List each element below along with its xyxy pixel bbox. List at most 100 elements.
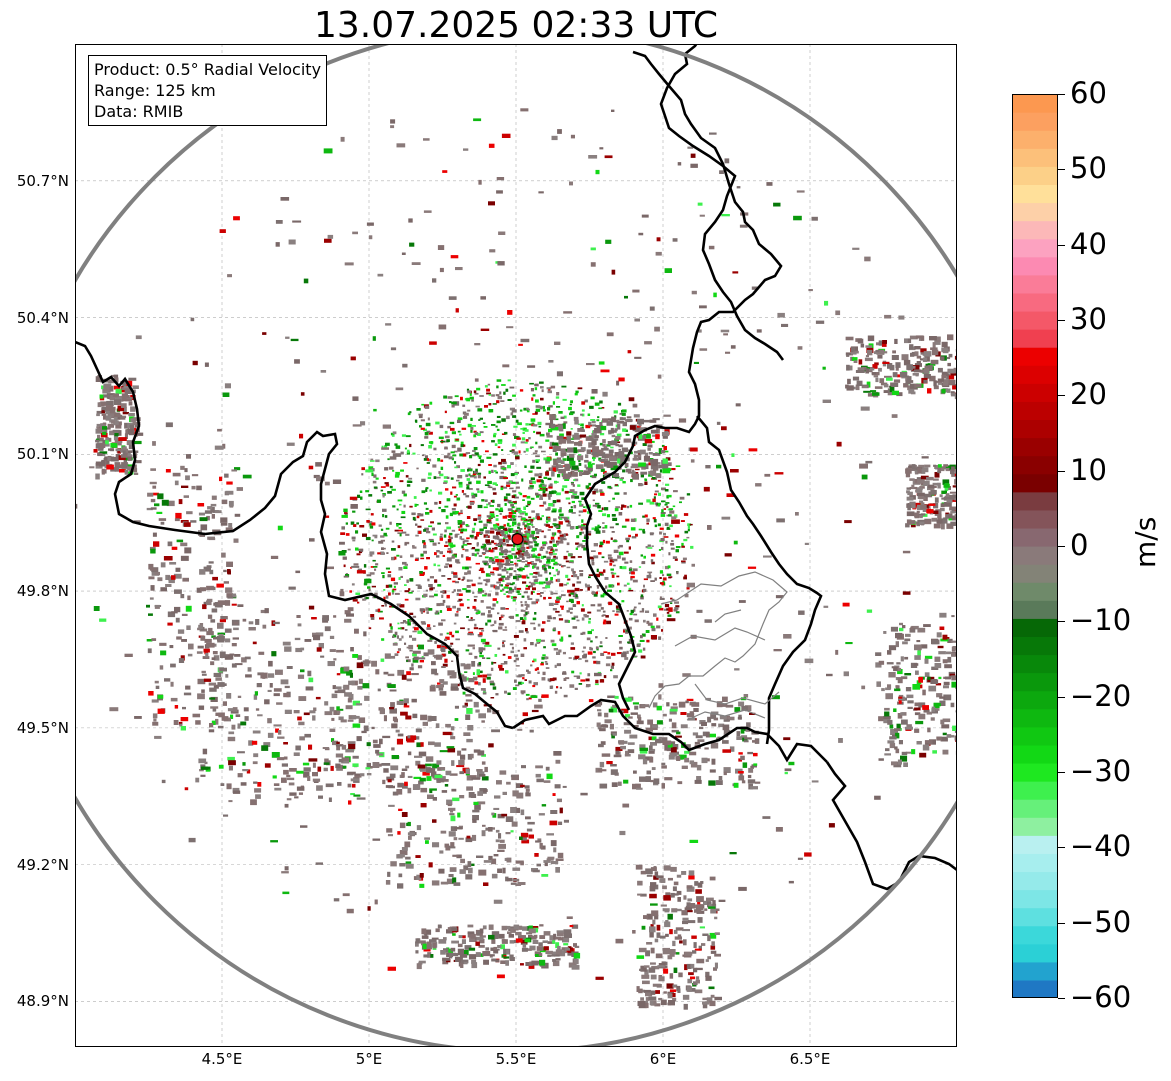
colorbar-swatch: [1012, 871, 1058, 891]
colorbar-swatch: [1012, 292, 1058, 312]
colorbar-swatch: [1012, 202, 1058, 222]
colorbar-swatch: [1012, 853, 1058, 873]
colorbar-tick-label: −60: [1070, 980, 1132, 1014]
colorbar-tick-mark: [1058, 772, 1065, 773]
colorbar-tick-label: −20: [1070, 678, 1132, 713]
colorbar-tick-mark: [1058, 320, 1065, 321]
lat-tick-label: 49.5°N: [16, 718, 69, 737]
lat-tick-label: 48.9°N: [16, 992, 69, 1011]
colorbar-tick-label: −40: [1070, 829, 1132, 864]
colorbar-swatch: [1012, 401, 1058, 421]
colorbar-swatch: [1012, 817, 1058, 836]
colorbar-swatch: [1012, 112, 1058, 131]
border-be-fr: [75, 340, 514, 730]
colorbar-swatch: [1012, 618, 1058, 637]
colorbar-swatch: [1012, 238, 1058, 258]
lat-tick-label: 49.8°N: [16, 582, 69, 601]
colorbar-tick-mark: [1058, 696, 1065, 698]
colorbar-tick-mark: [1058, 922, 1065, 924]
colorbar-swatch: [1012, 256, 1058, 276]
lon-tick-label: 5°E: [355, 1050, 383, 1068]
colorbar-tick-label: 50: [1070, 151, 1107, 186]
colorbar-swatch: [1012, 347, 1058, 366]
colorbar-tick-label: 0: [1070, 528, 1089, 562]
colorbar-tick-mark: [1058, 169, 1065, 171]
colorbar-swatch: [1012, 419, 1058, 439]
colorbar-swatch: [1012, 781, 1058, 800]
colorbar-swatch: [1012, 473, 1058, 493]
colorbar-swatch: [1012, 636, 1058, 656]
colorbar-tick-label: −10: [1070, 603, 1132, 638]
info-range: Range: 125 km: [94, 81, 216, 100]
colorbar-swatch: [1012, 491, 1058, 511]
radar-site-marker[interactable]: [511, 533, 524, 546]
colorbar-tick-mark: [1058, 244, 1065, 246]
colorbar-swatch: [1012, 762, 1058, 782]
colorbar-tick-label: −50: [1070, 904, 1132, 939]
subdivision-lines: [648, 571, 788, 721]
border-lu-de: [696, 415, 823, 745]
colorbar-swatch: [1012, 961, 1058, 981]
colorbar-swatch: [1012, 383, 1058, 402]
colorbar-tick-label: 30: [1070, 302, 1107, 336]
info-box: Product: 0.5° Radial Velocity Range: 125…: [88, 55, 328, 126]
lon-tick-label: 6.5°E: [789, 1050, 831, 1068]
lat-tick-label: 49.2°N: [16, 855, 69, 874]
colorbar-swatch: [1012, 130, 1058, 149]
country-borders: [75, 44, 957, 891]
colorbar-swatch: [1012, 329, 1058, 348]
colorbar-swatch: [1012, 600, 1058, 619]
lat-tick-label: 50.1°N: [16, 445, 69, 464]
colorbar-swatch: [1012, 437, 1058, 457]
colorbar-swatch: [1012, 672, 1058, 692]
colorbar-swatch: [1012, 654, 1058, 674]
colorbar-swatch: [1012, 979, 1058, 998]
colorbar-swatch: [1012, 94, 1058, 113]
colorbar-tick-label: 40: [1070, 226, 1107, 261]
colorbar-tick-mark: [1058, 847, 1065, 849]
radar-map[interactable]: [75, 44, 957, 1047]
lon-tick-label: 5.5°E: [495, 1050, 537, 1068]
colorbar-swatch: [1012, 365, 1058, 384]
border-be-de: [659, 44, 785, 361]
colorbar-swatch: [1012, 546, 1058, 565]
colorbar-swatch: [1012, 835, 1058, 854]
border-lu-be: [583, 50, 783, 711]
info-data-source: Data: RMIB: [94, 102, 184, 121]
colorbar-swatch: [1012, 726, 1058, 746]
colorbar-swatch: [1012, 220, 1058, 240]
map-overlay: [75, 44, 957, 1047]
colorbar-swatch: [1012, 690, 1058, 710]
colorbar-swatch: [1012, 274, 1058, 294]
lon-tick-label: 4.5°E: [201, 1050, 243, 1068]
colorbar-swatch: [1012, 310, 1058, 330]
colorbar-label: m/s: [1129, 516, 1162, 568]
lat-tick-label: 50.7°N: [16, 171, 69, 190]
colorbar-swatch: [1012, 184, 1058, 204]
colorbar-frame: [1012, 94, 1058, 998]
colorbar-tick-mark: [1058, 94, 1065, 95]
colorbar-swatch: [1012, 708, 1058, 728]
colorbar-tick-mark: [1058, 470, 1065, 472]
colorbar-tick-label: 20: [1070, 377, 1107, 412]
lon-tick-label: 6°E: [649, 1050, 677, 1068]
colorbar-swatch: [1012, 509, 1058, 529]
colorbar-swatch: [1012, 148, 1058, 167]
lat-tick-label: 50.4°N: [16, 308, 69, 327]
colorbar-tick-label: −30: [1070, 754, 1132, 788]
colorbar-swatch: [1012, 907, 1058, 927]
colorbar-swatch: [1012, 527, 1058, 547]
colorbar-swatch: [1012, 744, 1058, 764]
colorbar-swatch: [1012, 925, 1058, 945]
info-product: Product: 0.5° Radial Velocity: [94, 60, 322, 79]
map-title: 13.07.2025 02:33 UTC: [313, 5, 719, 46]
border-lu: [512, 698, 828, 763]
colorbar: [1012, 94, 1058, 998]
colorbar-tick-mark: [1058, 395, 1065, 397]
colorbar-swatch: [1012, 799, 1058, 818]
colorbar-swatch: [1012, 564, 1058, 583]
colorbar-swatch: [1012, 166, 1058, 185]
colorbar-swatch: [1012, 943, 1058, 963]
border-fr-de: [825, 761, 957, 891]
colorbar-swatch: [1012, 889, 1058, 909]
